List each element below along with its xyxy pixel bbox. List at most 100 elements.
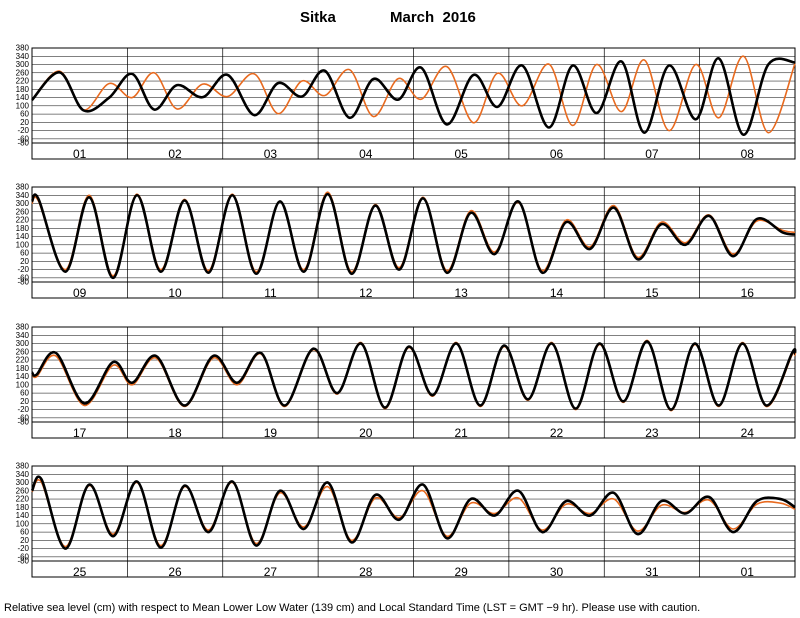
observed-series-line — [30, 340, 797, 411]
day-label: 01 — [73, 147, 87, 161]
station-title: Sitka — [300, 9, 337, 26]
y-tick-label: 140 — [16, 511, 30, 520]
day-label: 26 — [168, 565, 182, 579]
day-label: 04 — [359, 147, 373, 161]
day-label: 07 — [645, 147, 659, 161]
day-label: 20 — [359, 426, 373, 440]
y-tick-label: 380 — [16, 44, 30, 53]
y-tick-label: 20 — [20, 536, 29, 545]
day-label: 21 — [455, 426, 469, 440]
y-tick-label: 260 — [16, 347, 30, 356]
day-label: 17 — [73, 426, 87, 440]
y-tick-label: 220 — [16, 356, 30, 365]
y-tick-label: -20 — [17, 126, 29, 135]
y-tick-label: 100 — [16, 519, 30, 528]
y-tick-label: 60 — [20, 249, 29, 258]
y-tick-label: -80 — [17, 278, 29, 287]
y-tick-label: -60 — [17, 552, 29, 561]
y-tick-label: 180 — [16, 224, 30, 233]
day-label: 10 — [168, 286, 182, 300]
y-tick-label: 380 — [16, 462, 30, 471]
panel-frame — [31, 186, 796, 299]
y-tick-label: 220 — [16, 495, 30, 504]
day-label: 09 — [73, 286, 87, 300]
y-tick-label: 100 — [16, 240, 30, 249]
day-label: 25 — [73, 565, 87, 579]
y-tick-label: 340 — [16, 470, 30, 479]
y-tick-label: -60 — [17, 413, 29, 422]
y-tick-label: 60 — [20, 389, 29, 398]
day-label: 30 — [550, 565, 564, 579]
day-label: 11 — [264, 286, 277, 300]
observed-series-line — [31, 57, 796, 137]
y-tick-label: 260 — [16, 207, 30, 216]
y-tick-label: 100 — [16, 101, 30, 110]
y-tick-label: 300 — [16, 478, 30, 487]
y-tick-label: -20 — [17, 544, 29, 553]
y-tick-label: -80 — [17, 557, 29, 566]
y-tick-label: 380 — [16, 183, 30, 192]
day-label: 12 — [359, 286, 373, 300]
day-label: 18 — [168, 426, 182, 440]
day-label: 14 — [550, 286, 564, 300]
panel-frame — [31, 465, 796, 578]
y-tick-label: 220 — [16, 216, 30, 225]
day-label: 31 — [645, 565, 659, 579]
day-label: 19 — [264, 426, 278, 440]
y-tick-label: 340 — [16, 191, 30, 200]
y-tick-label: 300 — [16, 60, 30, 69]
day-label: 01 — [741, 565, 755, 579]
y-tick-label: 300 — [16, 199, 30, 208]
day-label: 06 — [550, 147, 564, 161]
y-tick-label: 260 — [16, 68, 30, 77]
y-tick-label: 180 — [16, 364, 30, 373]
predicted-series-line — [31, 55, 796, 134]
y-tick-label: 100 — [16, 380, 30, 389]
y-tick-label: 260 — [16, 486, 30, 495]
day-label: 27 — [264, 565, 278, 579]
y-tick-label: 140 — [16, 93, 30, 102]
day-label: 03 — [264, 147, 278, 161]
day-label: 16 — [741, 286, 755, 300]
y-tick-label: -80 — [17, 418, 29, 427]
day-label: 02 — [168, 147, 182, 161]
y-tick-label: 20 — [20, 118, 29, 127]
y-tick-label: 20 — [20, 257, 29, 266]
y-tick-label: -60 — [17, 273, 29, 282]
y-tick-label: -20 — [17, 265, 29, 274]
y-tick-label: 300 — [16, 339, 30, 348]
y-tick-label: 220 — [16, 77, 30, 86]
y-tick-label: -20 — [17, 405, 29, 414]
y-tick-label: 340 — [16, 331, 30, 340]
day-label: 05 — [455, 147, 469, 161]
day-label: 24 — [741, 426, 755, 440]
panel-frame — [31, 326, 796, 439]
y-tick-label: 340 — [16, 52, 30, 61]
day-label: 13 — [455, 286, 469, 300]
y-tick-label: 60 — [20, 528, 29, 537]
day-label: 08 — [741, 147, 755, 161]
y-tick-label: 180 — [16, 503, 30, 512]
day-label: 15 — [645, 286, 659, 300]
y-tick-label: 20 — [20, 397, 29, 406]
y-tick-label: 140 — [16, 232, 30, 241]
y-tick-label: 60 — [20, 110, 29, 119]
day-label: 22 — [550, 426, 564, 440]
y-tick-label: 180 — [16, 85, 30, 94]
y-tick-label: -60 — [17, 134, 29, 143]
day-label: 28 — [359, 565, 373, 579]
panel-frame — [31, 47, 796, 160]
y-tick-label: -80 — [17, 139, 29, 148]
month-year-title: March 2016 — [390, 9, 476, 26]
observed-series-line — [30, 475, 796, 550]
observed-series-line — [30, 192, 796, 280]
day-label: 29 — [455, 565, 469, 579]
footer-caption: Relative sea level (cm) with respect to … — [4, 602, 700, 614]
y-tick-label: 140 — [16, 372, 30, 381]
